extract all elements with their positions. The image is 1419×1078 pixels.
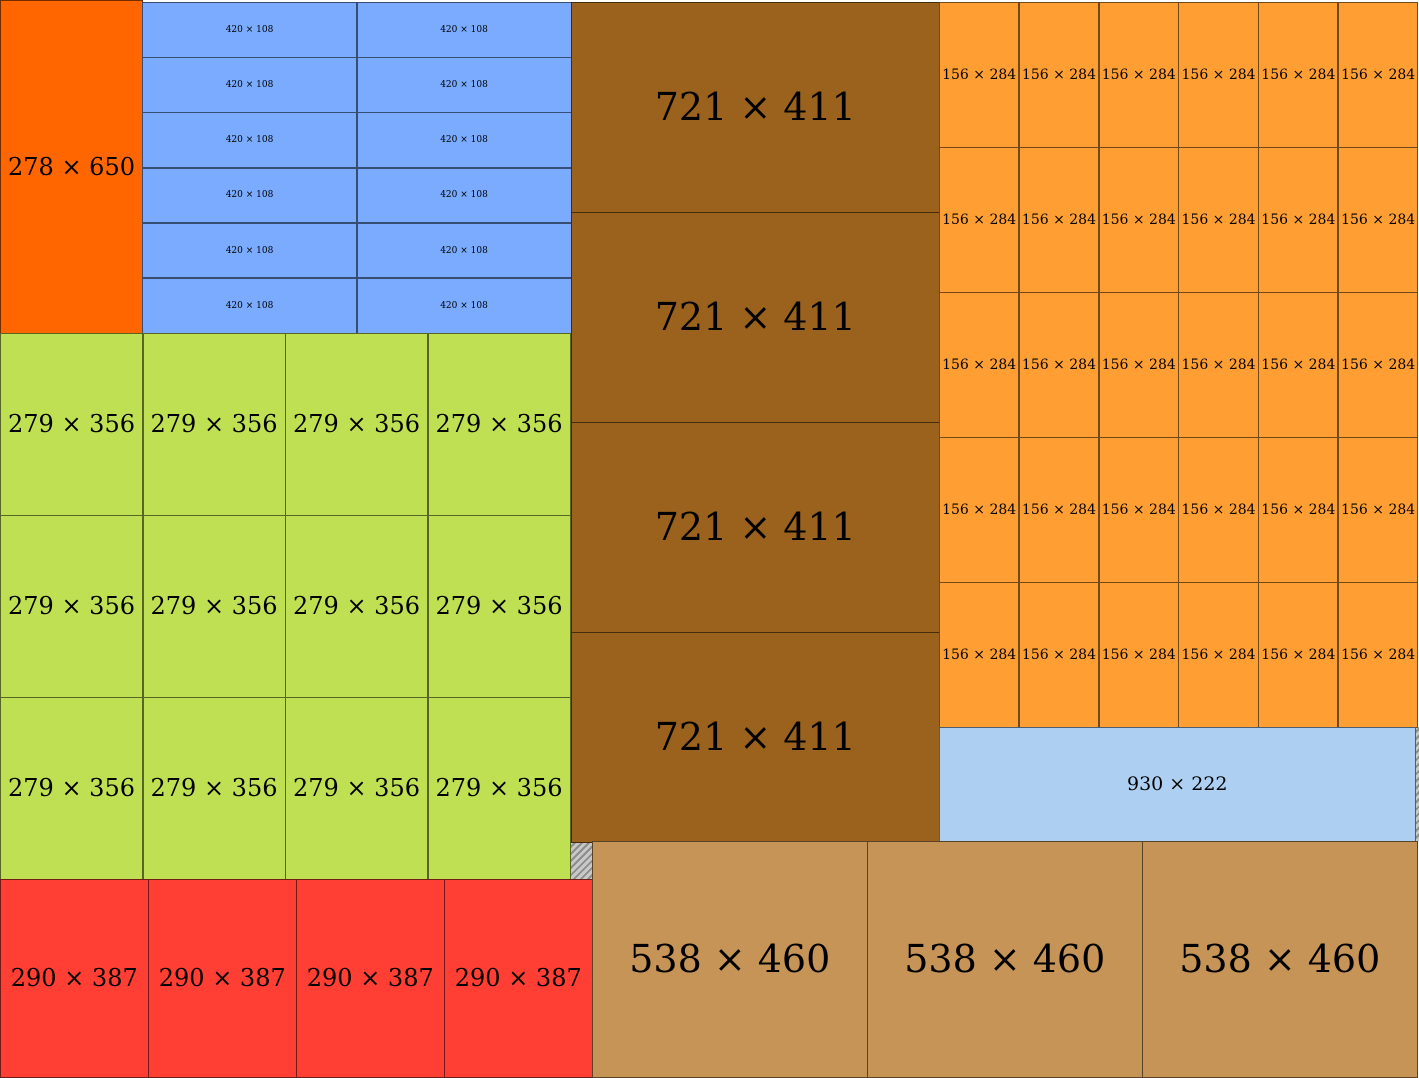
piece-279x356: 279 × 356	[285, 333, 428, 516]
piece-156x284: 156 × 284	[939, 147, 1020, 293]
piece-156x284: 156 × 284	[939, 292, 1020, 438]
piece-420x108: 420 × 108	[356, 222, 572, 279]
piece-156x284: 156 × 284	[1258, 2, 1339, 148]
piece-420x108: 420 × 108	[142, 222, 357, 279]
piece-156x284: 156 × 284	[1178, 292, 1259, 438]
piece-420x108: 420 × 108	[356, 2, 572, 58]
piece-279x356: 279 × 356	[0, 515, 143, 698]
piece-420x108: 420 × 108	[142, 112, 357, 169]
piece-279x356: 279 × 356	[285, 697, 428, 880]
piece-279x356: 279 × 356	[142, 515, 286, 698]
piece-156x284: 156 × 284	[1258, 147, 1339, 293]
piece-156x284: 156 × 284	[1338, 292, 1419, 438]
piece-420x108: 420 × 108	[142, 2, 357, 58]
piece-278x650: 278 × 650	[0, 0, 143, 334]
piece-156x284: 156 × 284	[1178, 437, 1259, 583]
piece-420x108: 420 × 108	[356, 167, 572, 224]
piece-156x284: 156 × 284	[1098, 582, 1179, 728]
piece-420x108: 420 × 108	[356, 112, 572, 169]
piece-156x284: 156 × 284	[939, 582, 1020, 728]
piece-156x284: 156 × 284	[1258, 292, 1339, 438]
piece-156x284: 156 × 284	[1338, 582, 1419, 728]
piece-290x387: 290 × 387	[444, 879, 593, 1078]
piece-156x284: 156 × 284	[1018, 437, 1100, 583]
piece-156x284: 156 × 284	[939, 2, 1020, 148]
piece-156x284: 156 × 284	[939, 437, 1020, 583]
piece-156x284: 156 × 284	[1178, 147, 1259, 293]
piece-721x411: 721 × 411	[571, 2, 940, 213]
piece-538x460: 538 × 460	[1142, 841, 1418, 1078]
piece-420x108: 420 × 108	[356, 278, 572, 334]
piece-420x108: 420 × 108	[142, 57, 357, 113]
piece-721x411: 721 × 411	[571, 632, 940, 843]
piece-290x387: 290 × 387	[296, 879, 445, 1078]
piece-156x284: 156 × 284	[1338, 437, 1419, 583]
piece-156x284: 156 × 284	[1098, 292, 1179, 438]
piece-420x108: 420 × 108	[142, 278, 357, 334]
piece-721x411: 721 × 411	[571, 212, 940, 423]
piece-290x387: 290 × 387	[148, 879, 297, 1078]
piece-156x284: 156 × 284	[1098, 147, 1179, 293]
piece-156x284: 156 × 284	[1098, 2, 1179, 148]
piece-156x284: 156 × 284	[1178, 2, 1259, 148]
piece-156x284: 156 × 284	[1018, 147, 1100, 293]
piece-279x356: 279 × 356	[285, 515, 428, 698]
piece-538x460: 538 × 460	[867, 841, 1143, 1078]
piece-279x356: 279 × 356	[142, 333, 286, 516]
piece-279x356: 279 × 356	[427, 697, 571, 880]
piece-156x284: 156 × 284	[1018, 2, 1100, 148]
piece-156x284: 156 × 284	[1258, 582, 1339, 728]
piece-538x460: 538 × 460	[592, 841, 868, 1078]
piece-279x356: 279 × 356	[427, 333, 571, 516]
piece-279x356: 279 × 356	[0, 697, 143, 880]
piece-420x108: 420 × 108	[142, 167, 357, 224]
piece-156x284: 156 × 284	[1258, 437, 1339, 583]
piece-290x387: 290 × 387	[0, 879, 149, 1078]
piece-156x284: 156 × 284	[1018, 292, 1100, 438]
waste-area	[1415, 727, 1419, 841]
piece-279x356: 279 × 356	[0, 333, 143, 516]
piece-156x284: 156 × 284	[1338, 147, 1419, 293]
piece-930x222: 930 × 222	[939, 727, 1416, 842]
piece-156x284: 156 × 284	[1098, 437, 1179, 583]
piece-279x356: 279 × 356	[427, 515, 571, 698]
piece-156x284: 156 × 284	[1178, 582, 1259, 728]
piece-721x411: 721 × 411	[571, 422, 940, 633]
piece-156x284: 156 × 284	[1338, 2, 1419, 148]
piece-420x108: 420 × 108	[356, 57, 572, 113]
waste-area	[571, 841, 592, 879]
piece-279x356: 279 × 356	[142, 697, 286, 880]
piece-156x284: 156 × 284	[1018, 582, 1100, 728]
